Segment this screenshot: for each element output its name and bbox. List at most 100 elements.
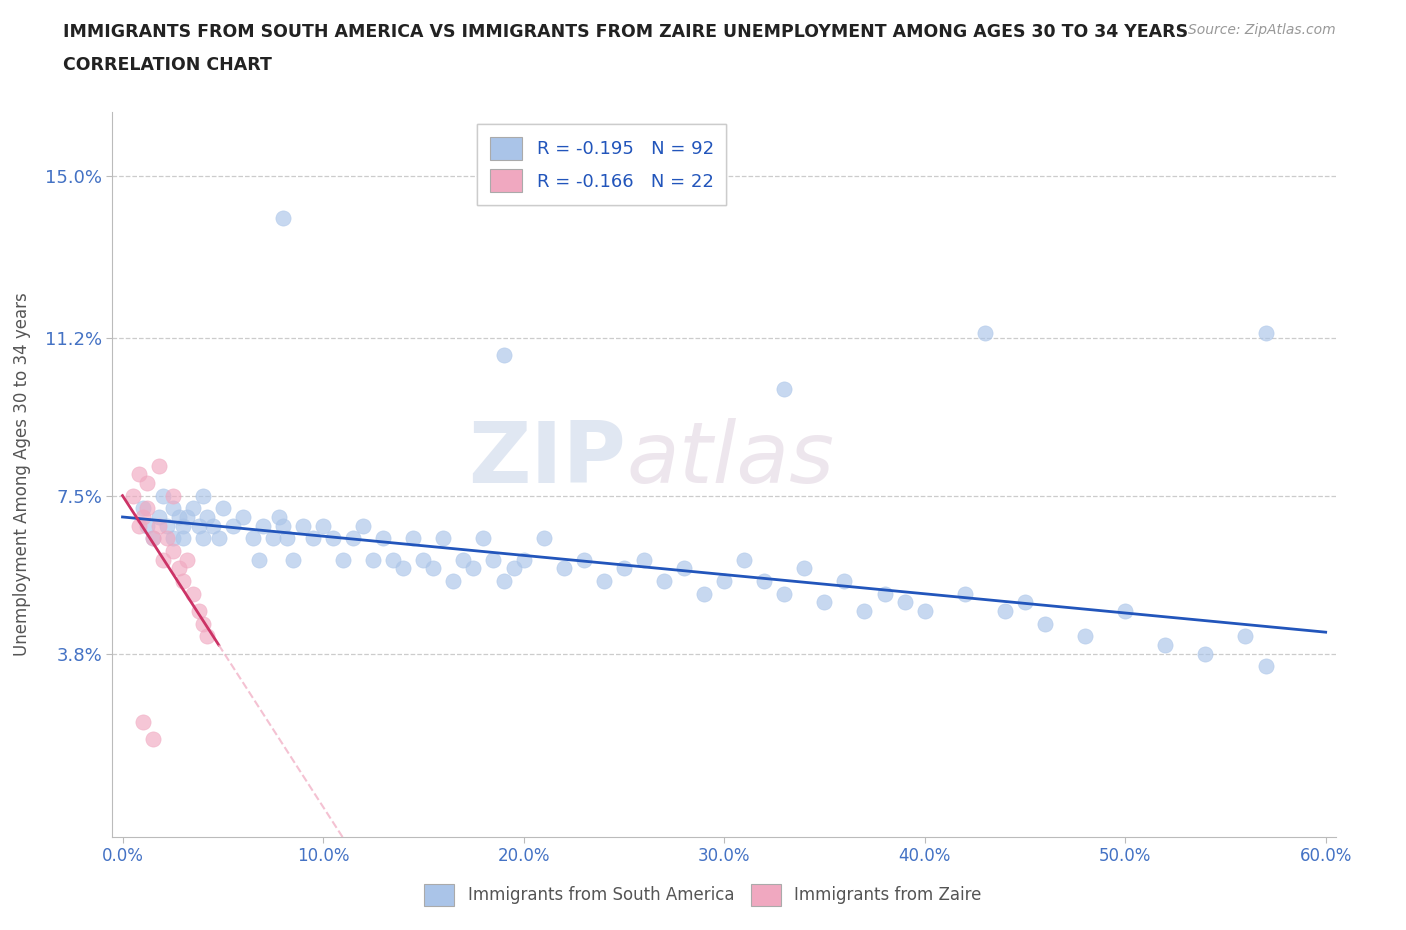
Point [994, 604, 1017, 618]
Point [267, 510, 290, 525]
Point [135, 475, 157, 490]
Point [1114, 604, 1136, 618]
Point [463, 561, 485, 576]
Point [1254, 658, 1277, 673]
Point [672, 561, 695, 576]
Point [773, 586, 796, 601]
Point [262, 531, 284, 546]
Point [135, 518, 157, 533]
Point [441, 574, 464, 589]
Point [893, 595, 915, 610]
Point [533, 531, 555, 546]
Point [613, 561, 636, 576]
Point [492, 348, 515, 363]
Point [211, 501, 233, 516]
Point [162, 544, 184, 559]
Point [156, 531, 179, 546]
Point [148, 518, 170, 533]
Point [1154, 638, 1177, 653]
Point [312, 518, 335, 533]
Point [271, 211, 294, 226]
Point [342, 531, 364, 546]
Point [276, 531, 298, 546]
Point [152, 488, 174, 503]
Point [148, 458, 170, 473]
Point [191, 617, 214, 631]
Point [142, 531, 165, 546]
Point [914, 604, 936, 618]
Point [412, 552, 434, 567]
Point [813, 595, 835, 610]
Point [873, 586, 896, 601]
Text: CORRELATION CHART: CORRELATION CHART [63, 56, 273, 73]
Point [322, 531, 344, 546]
Point [135, 501, 157, 516]
Point [592, 574, 614, 589]
Point [222, 518, 245, 533]
Point [373, 531, 395, 546]
Point [172, 574, 194, 589]
Point [713, 574, 735, 589]
Point [191, 488, 214, 503]
Point [422, 561, 444, 576]
Point [502, 561, 524, 576]
Point [167, 561, 190, 576]
Point [1074, 629, 1097, 644]
Point [382, 552, 405, 567]
Point [201, 518, 224, 533]
Text: Source: ZipAtlas.com: Source: ZipAtlas.com [1188, 23, 1336, 37]
Point [195, 629, 218, 644]
Legend: Immigrants from South America, Immigrants from Zaire: Immigrants from South America, Immigrant… [418, 878, 988, 912]
Point [553, 561, 575, 576]
Point [148, 510, 170, 525]
Point [252, 518, 274, 533]
Point [1254, 326, 1277, 341]
Point [432, 531, 454, 546]
Point [633, 552, 655, 567]
Point [453, 552, 475, 567]
Point [121, 488, 143, 503]
Point [128, 467, 150, 482]
Point [176, 552, 198, 567]
Point [172, 518, 194, 533]
Text: IMMIGRANTS FROM SOUTH AMERICA VS IMMIGRANTS FROM ZAIRE UNEMPLOYMENT AMONG AGES 3: IMMIGRANTS FROM SOUTH AMERICA VS IMMIGRA… [63, 23, 1188, 41]
Point [128, 518, 150, 533]
Point [181, 586, 204, 601]
Point [773, 381, 796, 396]
Point [162, 531, 184, 546]
Point [332, 552, 354, 567]
Point [152, 552, 174, 567]
Point [733, 552, 755, 567]
Point [472, 531, 495, 546]
Point [247, 552, 270, 567]
Point [302, 531, 325, 546]
Point [402, 531, 425, 546]
Point [953, 586, 976, 601]
Legend: R = -0.195   N = 92, R = -0.166   N = 22: R = -0.195 N = 92, R = -0.166 N = 22 [477, 125, 727, 205]
Point [187, 604, 209, 618]
Point [1033, 617, 1056, 631]
Point [754, 574, 776, 589]
Point [834, 574, 856, 589]
Point [1234, 629, 1257, 644]
Point [142, 731, 165, 746]
Point [512, 552, 534, 567]
Point [392, 561, 415, 576]
Point [208, 531, 231, 546]
Point [492, 574, 515, 589]
Point [572, 552, 595, 567]
Point [142, 531, 165, 546]
Point [973, 326, 995, 341]
Point [352, 518, 374, 533]
Point [693, 586, 716, 601]
Point [793, 561, 815, 576]
Point [482, 552, 505, 567]
Point [291, 518, 314, 533]
Point [131, 501, 153, 516]
Point [156, 518, 179, 533]
Point [191, 531, 214, 546]
Point [361, 552, 384, 567]
Point [187, 518, 209, 533]
Point [195, 510, 218, 525]
Text: ZIP: ZIP [468, 418, 626, 501]
